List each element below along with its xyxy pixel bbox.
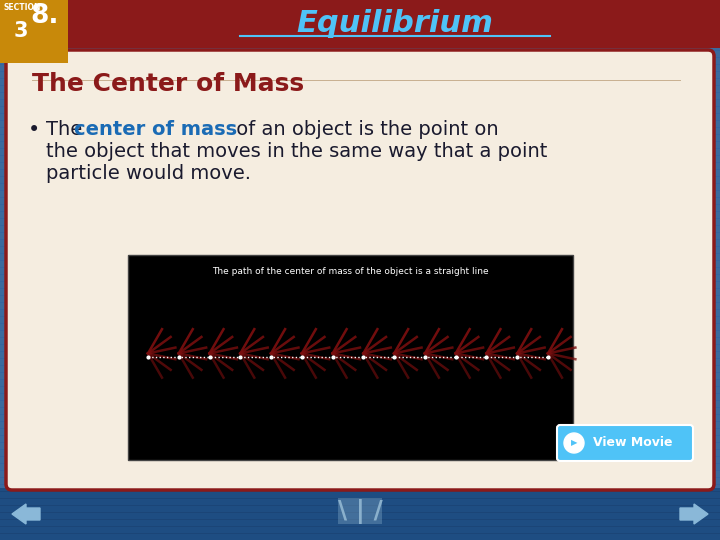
Text: SECTION: SECTION [3, 3, 40, 12]
Text: \ | /: \ | / [338, 500, 382, 524]
Text: of an object is the point on: of an object is the point on [230, 120, 499, 139]
Text: particle would move.: particle would move. [46, 164, 251, 183]
Text: Equilibrium: Equilibrium [297, 10, 493, 38]
FancyBboxPatch shape [557, 425, 693, 461]
Text: 3: 3 [14, 21, 29, 41]
FancyBboxPatch shape [0, 0, 720, 48]
Text: The path of the center of mass of the object is a straight line: The path of the center of mass of the ob… [212, 267, 489, 276]
Text: The Center of Mass: The Center of Mass [32, 72, 304, 96]
Text: View Movie: View Movie [593, 436, 672, 449]
FancyArrow shape [12, 504, 40, 524]
FancyBboxPatch shape [338, 498, 382, 524]
Text: the object that moves in the same way that a point: the object that moves in the same way th… [46, 142, 547, 161]
FancyBboxPatch shape [0, 488, 720, 540]
FancyArrow shape [680, 504, 708, 524]
Circle shape [564, 433, 584, 453]
Text: •: • [28, 120, 40, 140]
FancyBboxPatch shape [128, 255, 573, 460]
Text: The: The [46, 120, 89, 139]
Text: center of mass: center of mass [74, 120, 237, 139]
FancyBboxPatch shape [0, 0, 68, 63]
FancyBboxPatch shape [6, 50, 714, 490]
Text: 8.: 8. [30, 3, 58, 29]
Text: ▶: ▶ [571, 438, 577, 448]
